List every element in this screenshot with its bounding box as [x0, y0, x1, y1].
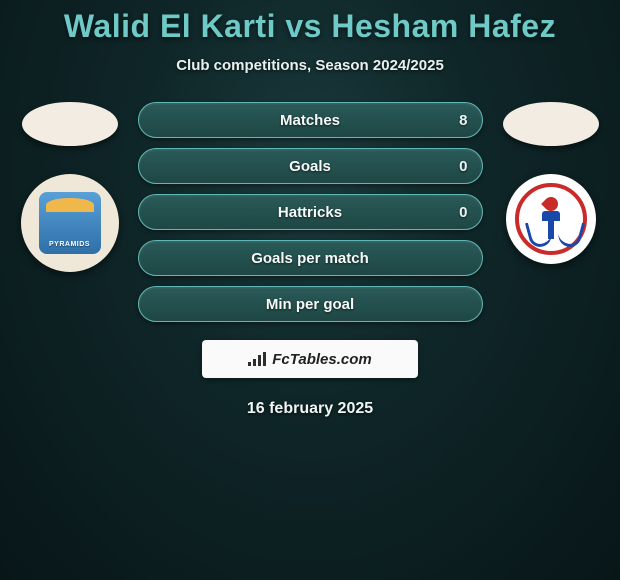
stat-row-matches: Matches 8 [138, 102, 483, 138]
left-player-column: PYRAMIDS [20, 102, 120, 272]
stat-row-goals-per-match: Goals per match [138, 240, 483, 276]
page-title: Walid El Karti vs Hesham Hafez [0, 0, 620, 45]
stat-row-goals: Goals 0 [138, 148, 483, 184]
stat-label: Goals per match [251, 250, 369, 267]
laurel-icon [530, 219, 580, 247]
left-player-avatar [22, 102, 118, 146]
right-badge-ring-icon [515, 183, 587, 255]
pyramids-badge-icon: PYRAMIDS [39, 192, 101, 254]
right-player-column [501, 102, 601, 264]
pyramids-wings-icon [46, 198, 94, 212]
stat-right-value: 8 [459, 112, 467, 129]
right-player-avatar [503, 102, 599, 146]
stat-right-value: 0 [459, 204, 467, 221]
date-label: 16 february 2025 [0, 400, 620, 418]
stat-label: Matches [280, 112, 340, 129]
stat-right-value: 0 [459, 158, 467, 175]
subtitle: Club competitions, Season 2024/2025 [0, 57, 620, 74]
comparison-body: PYRAMIDS Matches 8 Goals 0 Hattricks 0 G… [0, 102, 620, 322]
right-club-badge [506, 174, 596, 264]
stat-label: Goals [289, 158, 331, 175]
stat-label: Min per goal [266, 296, 354, 313]
pyramids-badge-text: PYRAMIDS [49, 241, 90, 248]
stat-row-hattricks: Hattricks 0 [138, 194, 483, 230]
stat-label: Hattricks [278, 204, 342, 221]
left-club-badge: PYRAMIDS [21, 174, 119, 272]
bars-icon [248, 352, 266, 366]
stats-list: Matches 8 Goals 0 Hattricks 0 Goals per … [138, 102, 483, 322]
source-badge: FcTables.com [202, 340, 418, 378]
stat-row-min-per-goal: Min per goal [138, 286, 483, 322]
source-label: FcTables.com [272, 351, 371, 368]
